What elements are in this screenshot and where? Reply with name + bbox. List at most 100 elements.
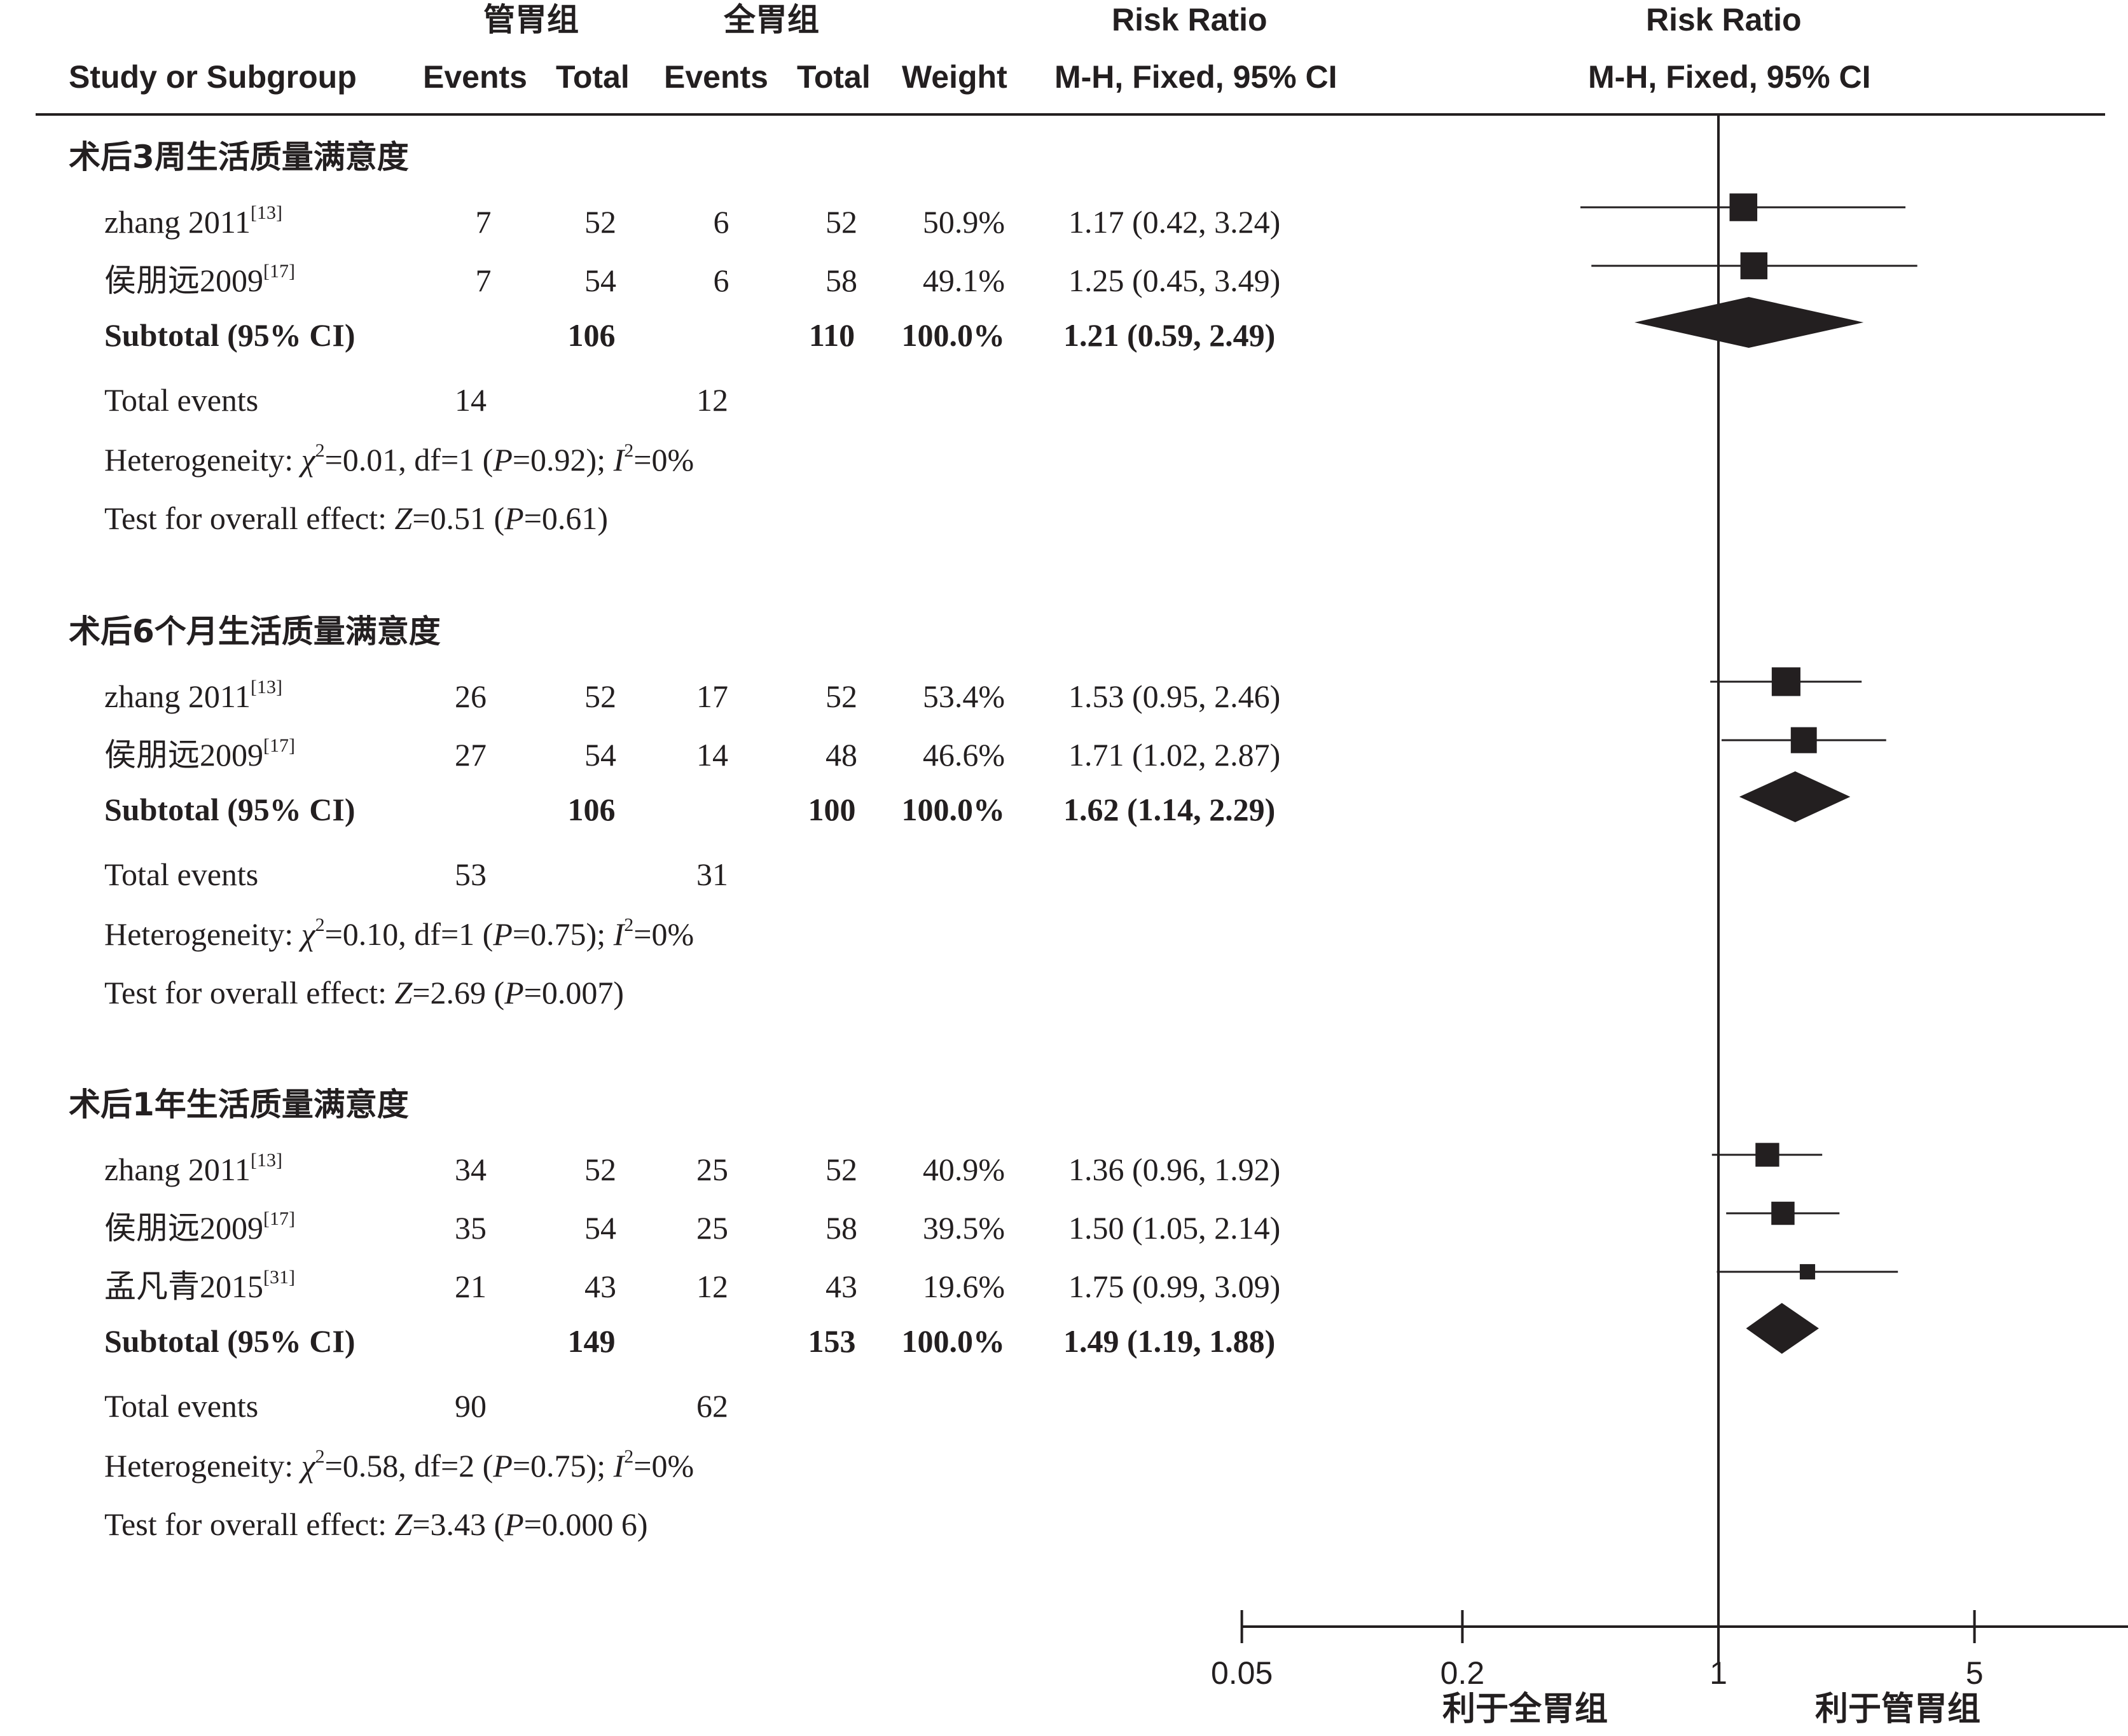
subtotal-label: Subtotal (95% CI): [104, 1323, 356, 1359]
events-e: 7: [475, 263, 492, 298]
header-col-events-c: Events: [664, 59, 768, 95]
citation-ref: [17]: [263, 735, 295, 756]
header-plot-method: M-H, Fixed, 95% CI: [1588, 59, 1871, 95]
events-c: 12: [696, 1269, 728, 1304]
header-col-study: Study or Subgroup: [69, 59, 357, 95]
total-c: 43: [826, 1269, 857, 1304]
header-col-rr-method: M-H, Fixed, 95% CI: [1054, 59, 1337, 95]
study-name: zhang 2011[13]: [104, 1150, 283, 1187]
citation-ref: [17]: [263, 1208, 295, 1229]
subtotal-weight: 100.0%: [901, 317, 1005, 353]
total-events-e: 90: [455, 1388, 487, 1424]
total-events-label: Total events: [104, 1388, 259, 1424]
subtotal-total-c: 153: [808, 1323, 856, 1359]
pooled-diamond: [1739, 771, 1851, 822]
overall-effect-text: Test for overall effect: Z=0.51 (P=0.61): [104, 500, 609, 536]
weight: 49.1%: [922, 263, 1005, 298]
subtotal-weight: 100.0%: [901, 1323, 1005, 1359]
citation-ref: [17]: [263, 261, 295, 282]
total-events-label: Total events: [104, 382, 259, 418]
subtotal-rr-ci: 1.21 (0.59, 2.49): [1063, 317, 1276, 353]
total-events-c: 12: [696, 382, 728, 418]
header-col-total-e: Total: [556, 59, 630, 95]
weight: 53.4%: [922, 679, 1005, 714]
x-axis-tick-label: 1: [1710, 1655, 1727, 1691]
subgroup-title: 术后6个月生活质量满意度: [69, 613, 441, 650]
effect-square: [1771, 667, 1800, 696]
events-e: 35: [455, 1210, 487, 1246]
total-e: 52: [584, 679, 616, 714]
events-c: 14: [696, 737, 728, 773]
rr-ci: 1.17 (0.42, 3.24): [1068, 204, 1281, 240]
effect-square: [1729, 193, 1758, 221]
header-col-rr-title: Risk Ratio: [1112, 2, 1268, 38]
subtotal-total-c: 100: [808, 792, 856, 827]
study-name: 侯朋远2009[17]: [104, 261, 295, 298]
study-name: 侯朋远2009[17]: [104, 1208, 295, 1246]
study-name: 侯朋远2009[17]: [104, 735, 295, 773]
overall-effect-text: Test for overall effect: Z=3.43 (P=0.000…: [104, 1506, 648, 1542]
header-col-events-e: Events: [423, 59, 527, 95]
events-e: 7: [475, 204, 492, 240]
header-group-experimental: 管胃组: [483, 1, 579, 38]
citation-ref: [13]: [251, 1150, 283, 1171]
total-c: 52: [826, 679, 857, 714]
subtotal-total-c: 110: [808, 317, 855, 353]
heterogeneity-text: Heterogeneity: χ2=0.10, df=1 (P=0.75); I…: [104, 914, 694, 952]
rr-ci: 1.71 (1.02, 2.87): [1068, 737, 1281, 773]
weight: 40.9%: [922, 1152, 1005, 1187]
total-e: 54: [584, 263, 616, 298]
citation-ref: [13]: [251, 202, 283, 223]
subtotal-total-e: 149: [567, 1323, 616, 1359]
events-e: 26: [455, 679, 487, 714]
total-c: 58: [826, 1210, 857, 1246]
effect-square: [1799, 1264, 1816, 1280]
heterogeneity-text: Heterogeneity: χ2=0.58, df=2 (P=0.75); I…: [104, 1446, 694, 1484]
header-col-total-c: Total: [797, 59, 871, 95]
total-c: 58: [826, 263, 857, 298]
rr-ci: 1.50 (1.05, 2.14): [1068, 1210, 1281, 1246]
rr-ci: 1.75 (0.99, 3.09): [1068, 1269, 1281, 1304]
favours-left-label: 利于全胃组: [1442, 1690, 1608, 1728]
subgroup-title: 术后3周生活质量满意度: [69, 139, 409, 176]
events-e: 27: [455, 737, 487, 773]
favours-right-label: 利于管胃组: [1815, 1690, 1981, 1728]
total-c: 48: [826, 737, 857, 773]
events-c: 17: [696, 679, 728, 714]
events-c: 25: [696, 1152, 728, 1187]
x-axis-tick-label: 5: [1966, 1655, 1984, 1691]
subgroup-title: 术后1年生活质量满意度: [69, 1086, 409, 1123]
pooled-diamond: [1634, 297, 1864, 348]
citation-ref: [13]: [251, 677, 283, 698]
weight: 19.6%: [922, 1269, 1005, 1304]
events-e: 21: [455, 1269, 487, 1304]
effect-square: [1771, 1201, 1795, 1225]
total-events-e: 53: [455, 857, 487, 892]
weight: 50.9%: [922, 204, 1005, 240]
subtotal-weight: 100.0%: [901, 792, 1005, 827]
overall-effect-text: Test for overall effect: Z=2.69 (P=0.007…: [104, 975, 625, 1010]
total-e: 54: [584, 737, 616, 773]
total-e: 52: [584, 1152, 616, 1187]
header-group-control: 全胃组: [724, 1, 819, 38]
total-c: 52: [826, 204, 857, 240]
effect-square: [1790, 727, 1817, 754]
total-e: 54: [584, 1210, 616, 1246]
study-name: zhang 2011[13]: [104, 677, 283, 714]
weight: 46.6%: [922, 737, 1005, 773]
subtotal-label: Subtotal (95% CI): [104, 317, 356, 353]
effect-square: [1740, 252, 1768, 280]
total-events-e: 14: [455, 382, 487, 418]
rr-ci: 1.36 (0.96, 1.92): [1068, 1152, 1281, 1187]
pooled-diamond: [1746, 1303, 1819, 1354]
subtotal-rr-ci: 1.49 (1.19, 1.88): [1063, 1323, 1276, 1359]
header-col-weight: Weight: [902, 59, 1007, 95]
header-plot-title: Risk Ratio: [1646, 2, 1802, 38]
total-e: 43: [584, 1269, 616, 1304]
subtotal-total-e: 106: [567, 792, 616, 827]
study-name: zhang 2011[13]: [104, 202, 283, 240]
study-name: 孟凡青2015[31]: [104, 1267, 295, 1304]
events-c: 6: [713, 204, 729, 240]
events-c: 25: [696, 1210, 728, 1246]
total-e: 52: [584, 204, 616, 240]
